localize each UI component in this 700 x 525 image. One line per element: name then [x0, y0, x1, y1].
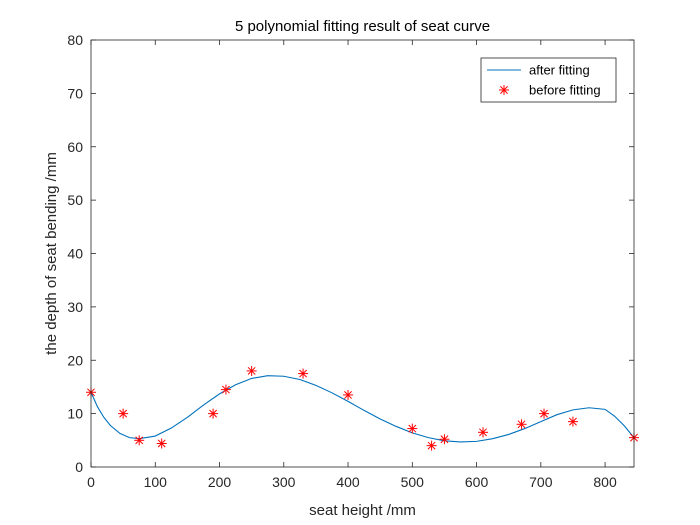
- data-point-before-fitting: [246, 365, 257, 376]
- data-point-before-fitting: [539, 408, 550, 419]
- x-tick-label: 300: [272, 474, 296, 490]
- x-tick-label: 600: [465, 474, 489, 490]
- x-tick-label: 200: [208, 474, 232, 490]
- legend: after fitting before fitting: [480, 57, 617, 103]
- data-point-before-fitting: [426, 440, 437, 451]
- legend-swatch-marker: [499, 85, 509, 95]
- data-point-before-fitting: [208, 408, 219, 419]
- series-line-after-fitting: [90, 375, 635, 443]
- data-point-before-fitting: [516, 419, 527, 430]
- y-tick-label: 0: [75, 459, 83, 475]
- x-tick-label: 500: [401, 474, 425, 490]
- y-tick-label: 20: [67, 352, 83, 368]
- y-tick-label: 30: [67, 299, 83, 315]
- y-tick-label: 70: [67, 85, 83, 101]
- data-point-before-fitting: [439, 434, 450, 445]
- data-point-before-fitting: [220, 384, 231, 395]
- data-point-before-fitting: [156, 438, 167, 449]
- x-tick-label: 800: [593, 474, 617, 490]
- data-point-before-fitting: [567, 416, 578, 427]
- y-tick-label: 40: [67, 246, 83, 262]
- ticks-layer: 0 100 200 300 400 500 600 700 800 0 10 20 30 40 50 60 70…: [67, 32, 634, 490]
- y-tick-label: 50: [67, 192, 83, 208]
- y-tick-label: 60: [67, 139, 83, 155]
- data-point-before-fitting: [343, 389, 354, 400]
- x-tick-label: 100: [144, 474, 168, 490]
- chart-title: 5 polynomial fitting result of seat curv…: [235, 18, 490, 35]
- data-point-before-fitting: [477, 427, 488, 438]
- data-point-before-fitting: [118, 408, 129, 419]
- data-point-before-fitting: [298, 368, 309, 379]
- x-tick-label: 0: [87, 474, 95, 490]
- data-point-before-fitting: [134, 435, 145, 446]
- legend-entry-label: after fitting: [529, 63, 590, 78]
- x-axis-label: seat height /mm: [309, 502, 416, 519]
- data-point-before-fitting: [407, 423, 418, 434]
- legend-entry-label: before fitting: [529, 83, 601, 98]
- y-tick-label: 10: [67, 406, 83, 422]
- x-tick-label: 700: [529, 474, 553, 490]
- y-tick-label: 80: [67, 32, 83, 48]
- x-tick-label: 400: [336, 474, 360, 490]
- y-axis-label: the depth of seat bending /mm: [43, 152, 60, 355]
